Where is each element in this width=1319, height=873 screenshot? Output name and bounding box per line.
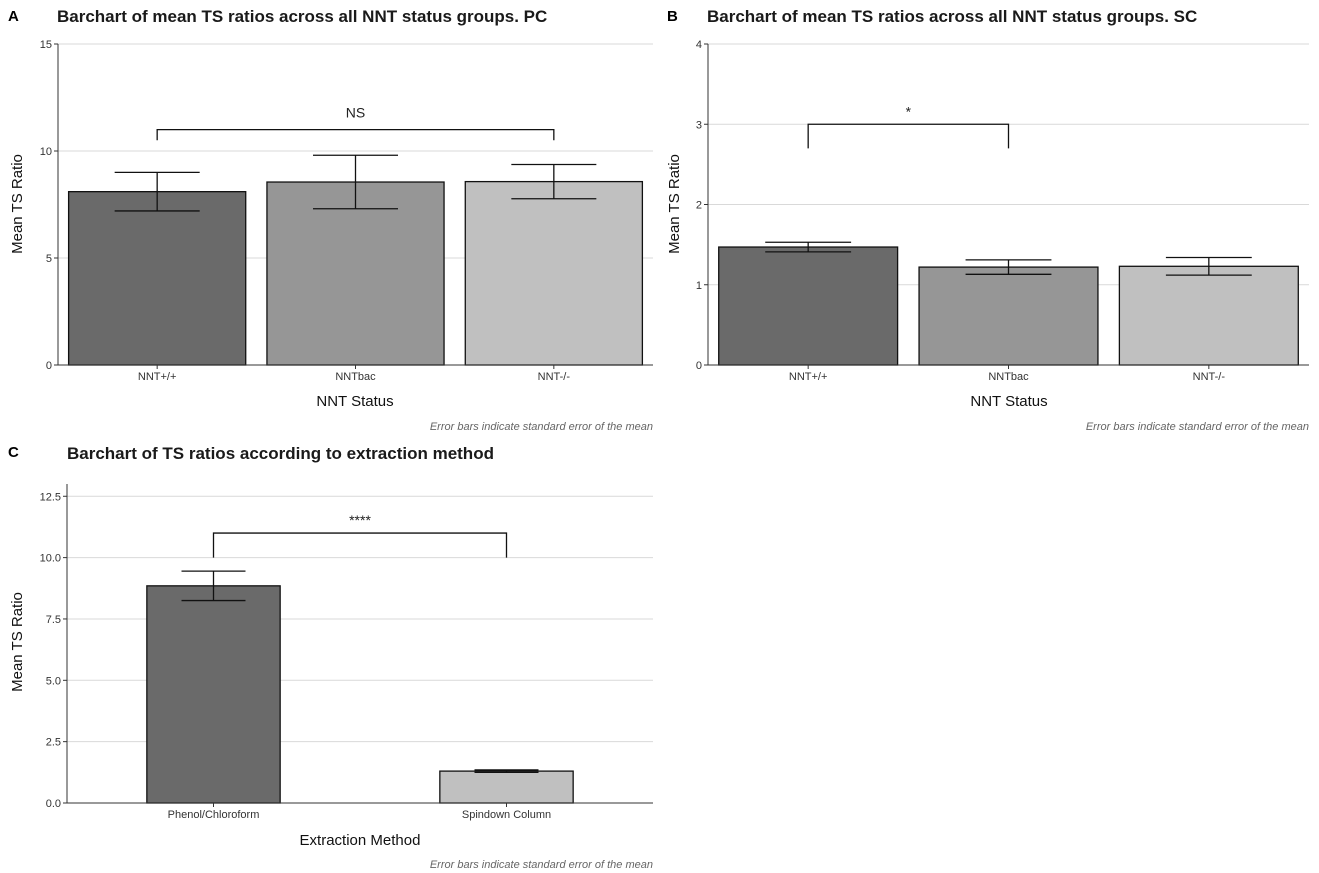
y-axis-label-a: Mean TS Ratio <box>9 154 26 254</box>
y-tick-label: 3 <box>696 119 702 131</box>
x-tick-label: NNT+/+ <box>789 371 828 383</box>
plot-area-a: 0 5 10 15 NNT+/+ NNTbac NNT-/- NS <box>40 39 653 383</box>
x-tick-label: NNT-/- <box>538 371 571 383</box>
x-tick-label: Phenol/Chloroform <box>168 809 260 821</box>
y-tick-label: 0 <box>696 360 702 372</box>
y-tick-label: 5 <box>46 253 52 265</box>
y-axis-label-c: Mean TS Ratio <box>9 592 26 692</box>
plot-area-b: 0 1 2 3 4 NNT+/+ NNTbac NNT-/- * <box>696 39 1309 383</box>
chart-title-c: Barchart of TS ratios according to extra… <box>67 444 494 463</box>
x-axis-label-b: NNT Status <box>970 393 1047 410</box>
panel-c: C Barchart of TS ratios according to ext… <box>8 444 653 871</box>
x-tick-label: NNT+/+ <box>138 371 177 383</box>
x-tick-label: Spindown Column <box>462 809 551 821</box>
panel-letter-c: C <box>8 444 19 461</box>
y-tick-label: 2.5 <box>46 737 61 749</box>
y-tick-label: 10.0 <box>40 553 61 565</box>
bar <box>918 266 1099 366</box>
bar <box>266 181 445 366</box>
panel-a: A Barchart of mean TS ratios across all … <box>8 7 653 433</box>
significance-bracket <box>156 128 555 141</box>
y-tick-label: 7.5 <box>46 614 61 626</box>
y-tick-label: 4 <box>696 39 702 51</box>
x-tick-label: NNT-/- <box>1193 371 1226 383</box>
chart-title-a: Barchart of mean TS ratios across all NN… <box>57 7 547 26</box>
x-axis-label-c: Extraction Method <box>300 832 421 849</box>
plot-area-c: 0.0 2.5 5.0 7.5 10.0 12.5 Phenol/Chloroform Spi… <box>40 484 653 821</box>
y-tick-label: 1 <box>696 280 702 292</box>
y-tick-label: 10 <box>40 146 52 158</box>
significance-label: **** <box>349 512 371 528</box>
y-axis-label-b: Mean TS Ratio <box>666 154 683 254</box>
x-axis-label-a: NNT Status <box>316 393 393 410</box>
x-tick-label: NNTbac <box>335 371 376 383</box>
significance-label: NS <box>346 105 365 121</box>
y-tick-label: 0.0 <box>46 798 61 810</box>
bar <box>464 180 644 366</box>
caption-c: Error bars indicate standard error of th… <box>430 859 653 871</box>
panel-letter-a: A <box>8 8 19 25</box>
y-tick-label: 0 <box>46 360 52 372</box>
caption-a: Error bars indicate standard error of th… <box>430 421 653 433</box>
y-tick-label: 12.5 <box>40 491 61 503</box>
significance-bracket <box>212 532 508 558</box>
x-tick-label: NNTbac <box>988 371 1029 383</box>
y-tick-label: 2 <box>696 200 702 212</box>
bar <box>1118 265 1299 366</box>
panel-letter-b: B <box>667 8 678 25</box>
chart-title-b: Barchart of mean TS ratios across all NN… <box>707 7 1197 26</box>
significance-bracket <box>807 123 1010 149</box>
caption-b: Error bars indicate standard error of th… <box>1086 421 1309 433</box>
bar <box>146 585 281 804</box>
panel-b: B Barchart of mean TS ratios across all … <box>666 7 1309 433</box>
y-tick-label: 15 <box>40 39 52 51</box>
bar <box>718 246 899 366</box>
y-tick-label: 5.0 <box>46 675 61 687</box>
significance-label: * <box>906 103 912 119</box>
bar <box>439 770 574 804</box>
bar <box>67 191 247 366</box>
